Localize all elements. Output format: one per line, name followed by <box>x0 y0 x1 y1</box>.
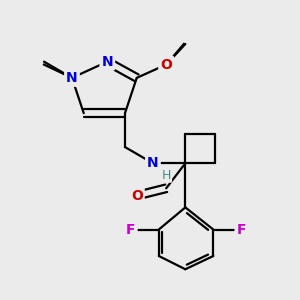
Text: O: O <box>131 189 143 202</box>
Text: N: N <box>66 71 78 85</box>
Text: N: N <box>147 156 159 170</box>
Text: O: O <box>160 58 172 72</box>
Text: N: N <box>101 55 113 69</box>
Text: F: F <box>126 223 136 236</box>
Text: H: H <box>161 169 171 182</box>
Text: F: F <box>236 223 246 236</box>
